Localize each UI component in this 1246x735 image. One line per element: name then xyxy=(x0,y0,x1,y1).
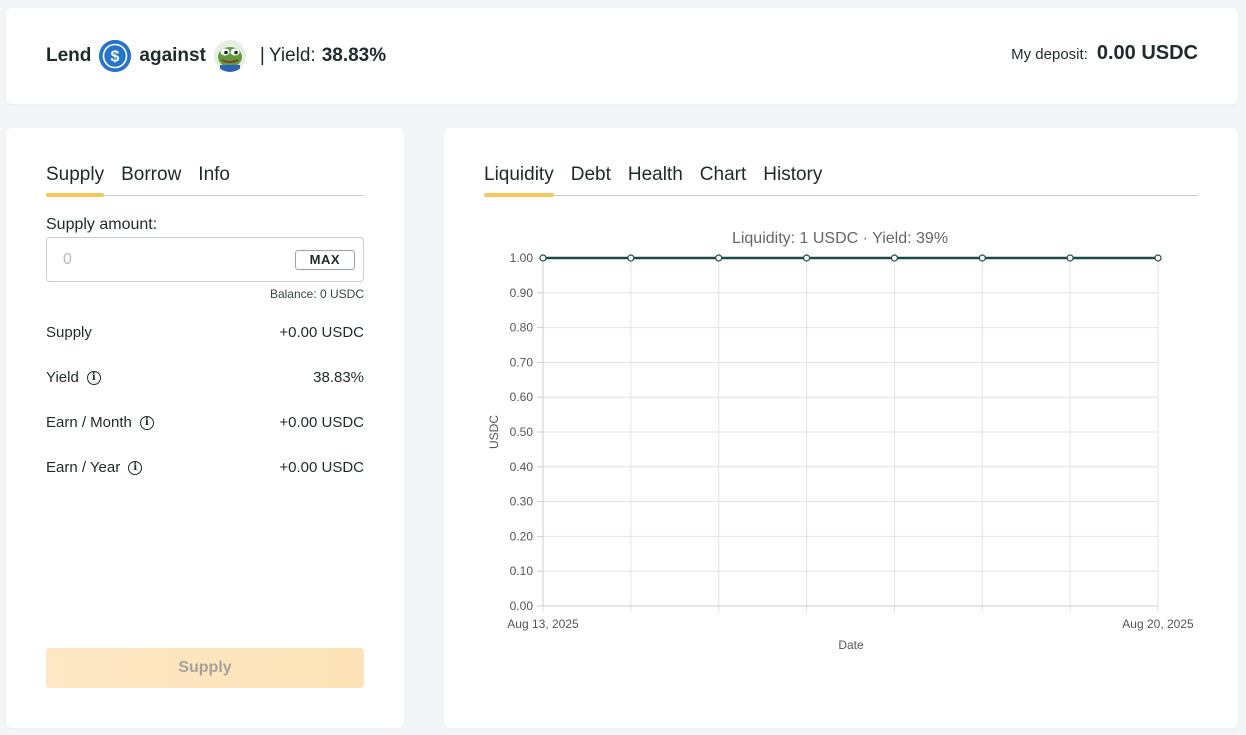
tab-supply[interactable]: Supply xyxy=(46,164,105,197)
data-point[interactable] xyxy=(539,254,547,262)
summary-row-supply: Supply +0.00 USDC xyxy=(46,324,364,341)
deposit-label: My deposit: xyxy=(1011,46,1088,63)
earn-month-label: Earn / Month xyxy=(46,414,132,431)
tab-health[interactable]: Health xyxy=(627,164,683,185)
tab-chart[interactable]: Chart xyxy=(699,164,747,185)
data-point[interactable] xyxy=(890,254,899,262)
x-tick-label: Aug 13, 2025 xyxy=(507,617,579,631)
y-tick-label: 0.30 xyxy=(510,495,534,509)
data-point[interactable] xyxy=(627,254,635,262)
y-axis-label: USDC xyxy=(487,415,501,449)
market-title: Lend $ against | Yield: 38.83% xyxy=(46,40,386,72)
deposit-value: 0.00 USDC xyxy=(1096,42,1198,64)
data-point[interactable] xyxy=(715,254,723,262)
pepe-token-icon xyxy=(213,40,246,72)
info-icon[interactable]: i xyxy=(86,370,101,385)
y-tick-label: 0.10 xyxy=(510,564,534,578)
chart-series xyxy=(539,254,1162,262)
tab-liquidity[interactable]: Liquidity xyxy=(484,164,554,197)
liquidity-chart-svg: Liquidity: 1 USDC · Yield: 39% 0.000.100… xyxy=(487,230,1194,652)
market-panel: Liquidity Debt Health Chart History Liqu… xyxy=(444,128,1238,728)
title-separator: | xyxy=(259,45,265,66)
supply-amount-field: MAX xyxy=(46,237,364,282)
yield-row-value: 38.83% xyxy=(313,369,364,386)
summary-row-earn-month: Earn / Month i +0.00 USDC xyxy=(46,414,364,431)
data-point[interactable] xyxy=(802,254,811,262)
yield-row-label: Yield xyxy=(46,369,79,386)
tab-borrow[interactable]: Borrow xyxy=(121,164,182,185)
y-tick-label: 0.50 xyxy=(510,425,534,439)
tab-history[interactable]: History xyxy=(763,164,823,185)
data-point[interactable] xyxy=(978,254,986,262)
data-point[interactable] xyxy=(1066,254,1074,262)
usdc-coin-icon: $ xyxy=(99,40,132,72)
balance-text: Balance: 0 USDC xyxy=(269,287,364,301)
chart-axes: 0.00 0.10 0.20 0.30 0.40 0.50 0.60 0.70 0.80 0.90… xyxy=(507,251,1194,631)
y-tick-label: 0.80 xyxy=(510,321,534,335)
yield-value: 38.83% xyxy=(321,45,387,66)
tab-info[interactable]: Info xyxy=(198,164,230,185)
data-point[interactable] xyxy=(1154,254,1162,262)
supply-row-label: Supply xyxy=(46,324,92,341)
market-tabs: Liquidity Debt Health Chart History xyxy=(484,164,1198,197)
supply-amount-label: Supply amount: xyxy=(46,216,158,233)
action-tabs: Supply Borrow Info xyxy=(46,164,364,197)
lend-label: Lend xyxy=(46,45,92,66)
y-tick-label: 0.70 xyxy=(510,355,534,369)
info-icon[interactable]: i xyxy=(139,415,154,430)
against-label: against xyxy=(139,45,206,66)
y-tick-label: 0.20 xyxy=(510,529,534,543)
y-tick-label: 0.00 xyxy=(510,599,534,613)
earn-year-label: Earn / Year xyxy=(46,459,121,476)
chart-grid xyxy=(542,257,1159,612)
summary-row-yield: Yield i 38.83% xyxy=(46,369,364,386)
y-tick-label: 0.60 xyxy=(510,390,534,404)
svg-text:$: $ xyxy=(111,49,120,66)
supply-button[interactable]: Supply xyxy=(46,648,364,688)
earn-month-value: +0.00 USDC xyxy=(279,414,364,431)
liquidity-chart: Liquidity: 1 USDC · Yield: 39% 0.00 0.10 0… xyxy=(444,218,1238,668)
y-tick-label: 1.00 xyxy=(510,251,534,265)
y-tick-label: 0.40 xyxy=(510,460,534,474)
header-card: Lend $ against | Yield: 38.83% xyxy=(6,8,1238,104)
max-button[interactable]: MAX xyxy=(294,249,355,270)
my-deposit: My deposit: 0.00 USDC xyxy=(1011,42,1198,65)
tab-debt[interactable]: Debt xyxy=(570,164,611,185)
yield-label: Yield: xyxy=(268,45,316,66)
supply-row-value: +0.00 USDC xyxy=(279,324,364,341)
info-icon[interactable]: i xyxy=(128,460,143,475)
supply-amount-input[interactable] xyxy=(63,250,295,269)
x-tick-label: Aug 20, 2025 xyxy=(1122,617,1194,631)
x-axis-label: Date xyxy=(838,638,864,652)
y-tick-label: 0.90 xyxy=(510,286,534,300)
chart-title: Liquidity: 1 USDC · Yield: 39% xyxy=(732,230,948,247)
supply-panel: Supply Borrow Info Supply amount: MAX Ba… xyxy=(6,128,404,728)
summary-row-earn-year: Earn / Year i +0.00 USDC xyxy=(46,459,364,476)
earn-year-value: +0.00 USDC xyxy=(279,459,364,476)
